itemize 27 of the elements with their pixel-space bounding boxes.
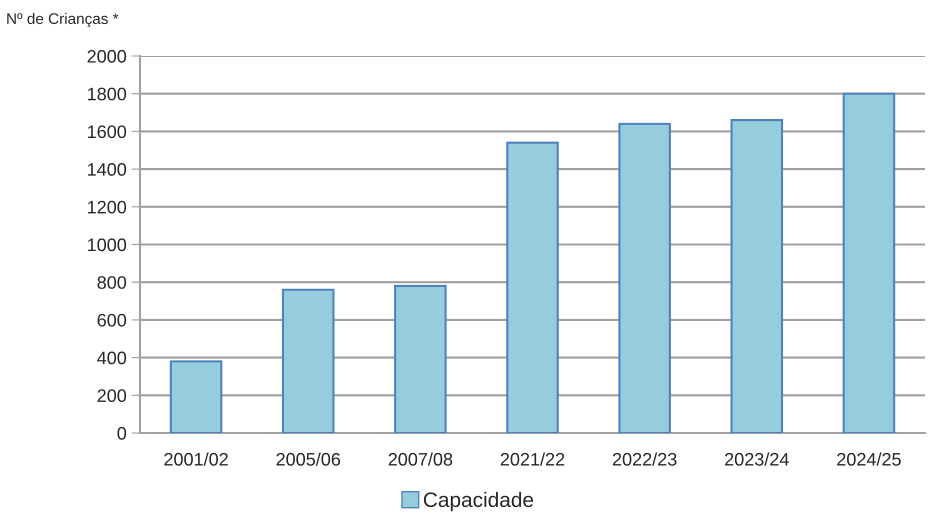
y-tick-label: 600	[98, 314, 126, 327]
x-tick-label: 2007/08	[388, 452, 452, 466]
y-axis-title: Nº de Crianças *	[7, 12, 118, 28]
y-tick-label: 1600	[88, 125, 126, 138]
legend-label: Capacidade	[424, 492, 534, 512]
y-tick-label: 1400	[88, 163, 126, 176]
bar	[170, 360, 222, 433]
y-tick-label: 1000	[88, 238, 126, 252]
x-tick-label: 2023/24	[725, 452, 789, 466]
y-tick-label: 0	[117, 426, 126, 440]
y-tick-label: 1800	[88, 88, 126, 100]
bar	[282, 288, 334, 433]
y-tick-label: 2000	[88, 50, 126, 63]
bar	[842, 92, 896, 433]
y-tick-label: 800	[97, 276, 126, 289]
bar	[506, 142, 559, 433]
x-tick-label: 2021/22	[500, 452, 564, 466]
bar	[730, 119, 784, 433]
x-tick-label: 2024/25	[837, 452, 901, 466]
x-tick-label: 2022/23	[612, 452, 676, 466]
y-tick-label: 200	[98, 389, 126, 402]
y-tick-label: 400	[97, 352, 126, 364]
bar	[618, 122, 671, 433]
y-tick-label: 1200	[88, 200, 126, 214]
bar	[394, 284, 447, 433]
x-tick-label: 2001/02	[164, 452, 228, 466]
x-tick-label: 2005/06	[276, 452, 340, 466]
